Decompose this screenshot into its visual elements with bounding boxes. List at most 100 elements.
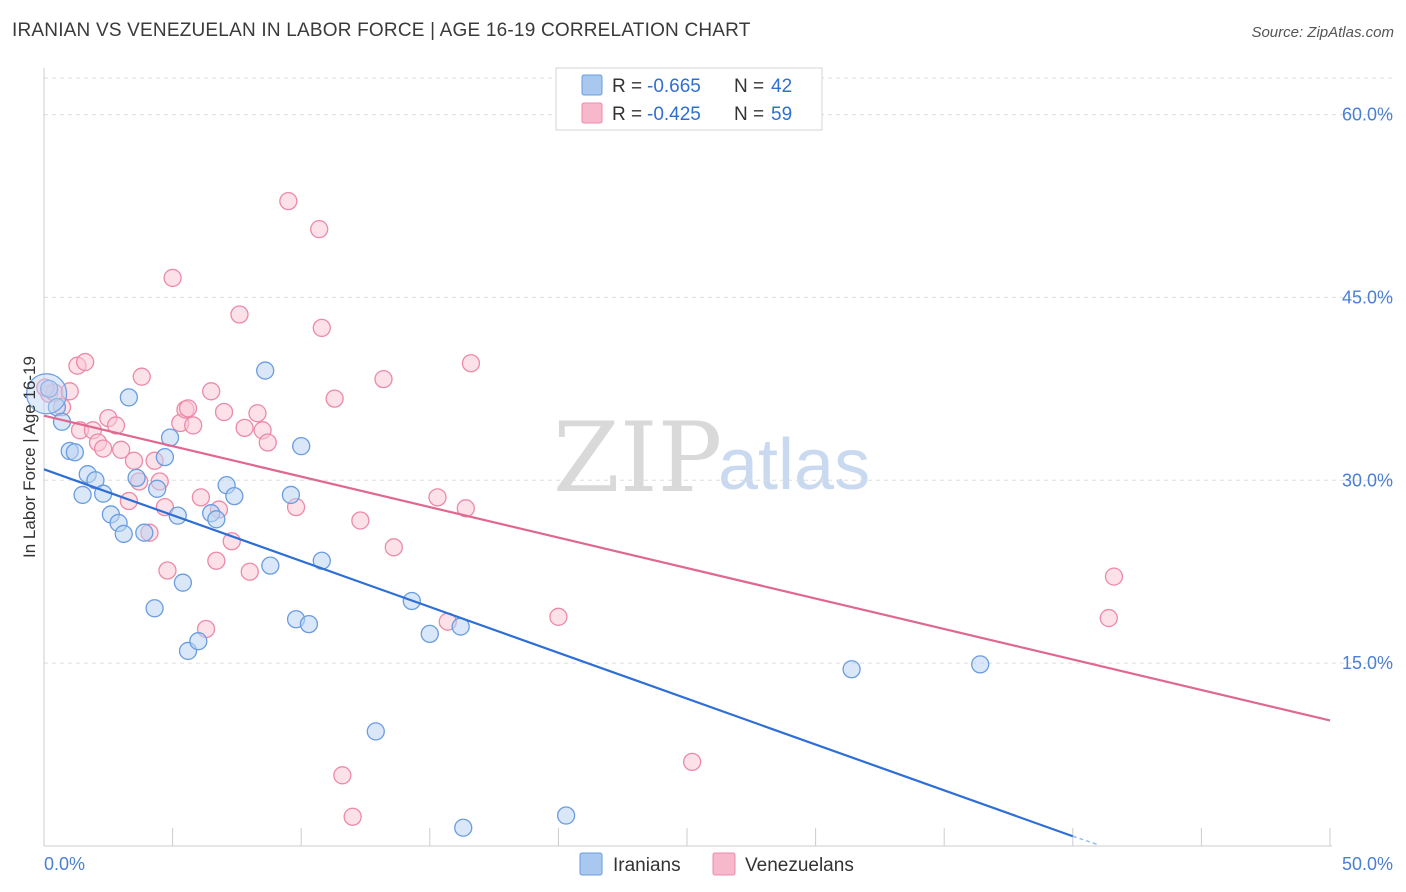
source-label: Source: ZipAtlas.com: [1251, 24, 1394, 41]
series-iranians: [25, 361, 990, 837]
point-iranian: [39, 379, 59, 399]
point-iranian: [168, 506, 187, 525]
x-tick-labels: 0.0% 50.0%: [44, 854, 1393, 874]
point-venezuelan: [1104, 567, 1124, 586]
legend-box: R = -0.665 N = 42 R = -0.425 N = 59: [555, 67, 823, 131]
point-venezuelan: [240, 562, 259, 581]
point-venezuelan: [333, 766, 352, 785]
x-tick-label: 0.0%: [44, 854, 85, 874]
point-iranian: [261, 556, 280, 575]
point-venezuelan: [456, 499, 475, 518]
point-venezuelan: [184, 416, 203, 435]
point-iranian: [454, 818, 473, 837]
point-venezuelan: [343, 807, 362, 826]
point-venezuelan: [325, 389, 344, 408]
point-iranian: [189, 632, 208, 651]
point-iranian: [145, 599, 164, 618]
point-venezuelan: [682, 752, 702, 772]
point-iranian: [299, 614, 319, 634]
point-venezuelan: [76, 352, 95, 372]
x-tick-marks: [43, 828, 1331, 846]
trend-line-venezuelans: [43, 414, 1331, 722]
y-tick-label: 30.0%: [1342, 470, 1393, 490]
bottom-legend: Iranians Venezuelans: [579, 852, 854, 876]
watermark-atlas: atlas: [718, 425, 870, 505]
point-venezuelan: [310, 220, 329, 239]
point-venezuelan: [248, 404, 267, 423]
trend-lines: [43, 414, 1331, 846]
point-venezuelan: [202, 382, 221, 401]
point-venezuelan: [178, 399, 198, 418]
point-venezuelan: [106, 416, 126, 435]
point-venezuelan: [230, 305, 249, 324]
point-venezuelan: [461, 354, 481, 373]
point-iranian: [135, 523, 154, 542]
y-tick-label: 15.0%: [1342, 653, 1393, 673]
trend-line-iranians-extension: [1072, 835, 1099, 846]
point-venezuelan: [132, 367, 151, 386]
bottom-legend-swatch-venezuelans: [712, 852, 736, 876]
point-iranian: [292, 437, 311, 456]
point-venezuelan: [428, 488, 447, 507]
legend-n-label: N =: [734, 104, 764, 125]
point-iranian: [119, 388, 139, 407]
point-iranian: [281, 485, 301, 505]
point-venezuelan: [549, 607, 568, 626]
y-tick-labels: 15.0% 30.0% 45.0% 60.0%: [1342, 105, 1393, 674]
chart-title: IRANIAN VS VENEZUELAN IN LABOR FORCE | A…: [12, 20, 751, 41]
legend-r-value: -0.665: [647, 76, 701, 97]
point-venezuelan: [1099, 608, 1118, 628]
point-venezuelan: [374, 369, 393, 389]
point-iranian: [148, 479, 167, 498]
point-cluster-iranian: [25, 373, 68, 415]
point-iranian: [366, 722, 385, 741]
legend-r-label: R =: [612, 76, 642, 97]
axes: [43, 68, 1332, 847]
point-iranian: [127, 468, 146, 487]
point-venezuelan: [235, 418, 254, 438]
legend-swatch-venezuelans: [581, 102, 603, 124]
legend-r-value: -0.425: [647, 104, 701, 125]
point-iranian: [173, 573, 193, 592]
legend-n-label: N =: [734, 76, 764, 97]
point-venezuelan: [384, 538, 403, 557]
point-iranian: [225, 486, 244, 506]
point-iranian: [73, 485, 92, 505]
point-iranian: [256, 361, 275, 380]
watermark-zip: ZIP: [553, 402, 722, 514]
point-venezuelan: [158, 561, 177, 580]
legend-n-value: 42: [771, 76, 792, 97]
point-venezuelan: [312, 318, 331, 338]
point-venezuelan: [124, 451, 144, 470]
point-venezuelan: [94, 439, 113, 458]
x-tick-label: 50.0%: [1342, 854, 1393, 874]
y-tick-label: 45.0%: [1342, 287, 1393, 307]
y-tick-label: 60.0%: [1342, 105, 1393, 125]
point-iranian: [420, 624, 439, 644]
legend-swatch-iranians: [581, 74, 603, 96]
point-venezuelan: [258, 433, 277, 452]
point-venezuelan: [163, 268, 182, 288]
point-venezuelan: [351, 511, 370, 530]
point-venezuelan: [207, 551, 226, 570]
point-iranian: [207, 510, 226, 529]
point-venezuelan: [119, 491, 139, 511]
point-venezuelan: [112, 440, 131, 459]
point-iranian: [155, 447, 175, 467]
legend-r-label: R =: [612, 104, 642, 125]
point-iranian: [114, 524, 133, 544]
bottom-legend-iranians: Iranians: [613, 855, 681, 876]
bottom-legend-venezuelans: Venezuelans: [745, 855, 854, 876]
point-iranian: [971, 655, 990, 674]
point-iranian: [556, 806, 576, 825]
point-iranian: [65, 443, 85, 462]
legend-n-value: 59: [771, 104, 792, 125]
y-axis-label: In Labor Force | Age 16-19: [20, 356, 39, 558]
bottom-legend-swatch-iranians: [579, 852, 603, 876]
trend-line-iranians: [43, 468, 1074, 838]
point-venezuelan: [214, 402, 234, 422]
point-venezuelan: [191, 488, 211, 507]
point-venezuelan: [279, 191, 298, 211]
point-iranian: [842, 660, 861, 679]
